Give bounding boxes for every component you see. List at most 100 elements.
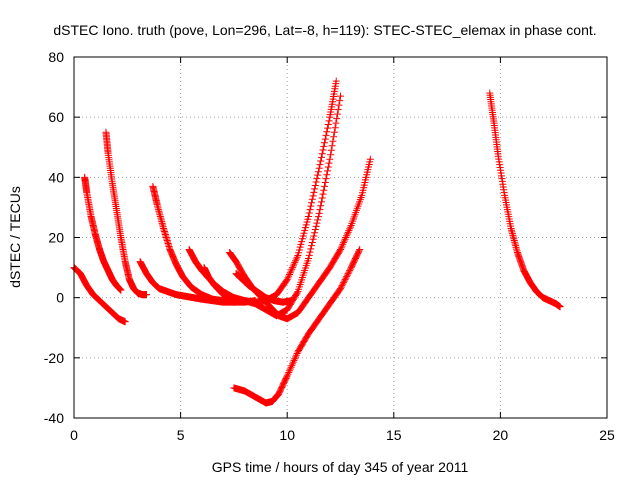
data-point (288, 362, 296, 370)
data-point (309, 192, 317, 200)
data-point (323, 171, 331, 179)
data-point (324, 167, 332, 175)
data-point (311, 181, 319, 189)
data-point (309, 235, 317, 243)
data-point (288, 265, 296, 273)
data-point (321, 178, 329, 186)
data-point (328, 142, 336, 150)
data-point (345, 268, 353, 276)
data-point (289, 264, 297, 272)
y-tick-label: 60 (48, 109, 64, 125)
data-point (316, 161, 324, 169)
data-point (283, 276, 291, 284)
x-tick-label: 10 (279, 427, 295, 443)
y-tick-label: 0 (56, 290, 64, 306)
data-point (325, 159, 333, 167)
y-tick-label: 40 (48, 169, 64, 185)
data-point (310, 232, 318, 240)
data-point (292, 257, 300, 265)
x-tick-labels: 0 5 10 15 20 25 (70, 427, 615, 443)
data-point (327, 151, 335, 159)
data-point (339, 240, 347, 248)
data-point (285, 367, 293, 375)
data-point (314, 216, 322, 224)
data-point (317, 157, 325, 165)
data-point (317, 198, 325, 206)
data-point (319, 190, 327, 198)
data-point (346, 267, 354, 275)
data-point (329, 137, 337, 145)
x-axis-title: GPS time / hours of day 345 of year 2011 (212, 459, 469, 475)
series-arc-1 (70, 264, 129, 326)
chart-title: dSTEC Iono. truth (pove, Lon=296, Lat=-8… (53, 22, 596, 38)
data-point (307, 202, 315, 210)
y-tick-label: 20 (48, 230, 64, 246)
data-point (314, 213, 322, 221)
data-point (286, 365, 294, 373)
data-point (556, 303, 564, 311)
data-point (340, 237, 348, 245)
series-arc-7 (200, 92, 344, 320)
data-point (315, 164, 323, 172)
data-point (324, 124, 332, 132)
data-point (290, 260, 298, 268)
data-point (307, 245, 315, 253)
data-point (287, 363, 295, 371)
data-point (305, 212, 313, 220)
data-point (117, 286, 125, 294)
data-point (325, 117, 333, 125)
data-point (314, 168, 322, 176)
data-point (290, 356, 298, 364)
data-point (344, 228, 352, 236)
data-point (321, 139, 329, 147)
data-point (338, 282, 346, 290)
data-point (327, 146, 335, 154)
data-point (321, 135, 329, 143)
data-point (312, 222, 320, 230)
grid-lines (74, 57, 607, 418)
data-point (346, 223, 354, 231)
data-point (286, 269, 294, 277)
data-point (305, 209, 313, 217)
data-point (340, 279, 348, 287)
data-point (317, 202, 325, 210)
axis-ticks (73, 56, 608, 419)
x-tick-label: 15 (386, 427, 402, 443)
data-point (292, 353, 300, 361)
data-point (308, 199, 316, 207)
data-point (319, 146, 327, 154)
y-tick-label: 80 (48, 49, 64, 65)
data-point (308, 242, 316, 250)
data-point (318, 194, 326, 202)
data-point (339, 280, 347, 288)
data-point (289, 262, 297, 270)
data-point (315, 209, 323, 217)
data-point (306, 248, 314, 256)
data-point (338, 242, 346, 250)
data-point (324, 163, 332, 171)
data-point (285, 272, 293, 280)
plot-frame (73, 56, 608, 419)
data-point (322, 175, 330, 183)
data-points (70, 77, 564, 407)
data-point (337, 92, 344, 100)
data-point (284, 274, 292, 282)
data-point (340, 239, 348, 247)
y-tick-label: -40 (44, 410, 64, 426)
data-point (313, 219, 321, 227)
data-point (336, 247, 344, 255)
series-arc-5 (149, 182, 259, 306)
data-point (341, 276, 349, 284)
data-point (345, 227, 353, 235)
data-point (311, 229, 319, 237)
series-arc-11 (486, 89, 564, 311)
data-point (311, 185, 319, 193)
data-point (356, 246, 364, 254)
data-point (308, 238, 316, 246)
x-tick-label: 25 (599, 427, 615, 443)
data-point (342, 274, 350, 282)
data-point (318, 150, 326, 158)
data-point (306, 206, 314, 214)
data-point (335, 101, 343, 109)
data-point (283, 373, 291, 381)
